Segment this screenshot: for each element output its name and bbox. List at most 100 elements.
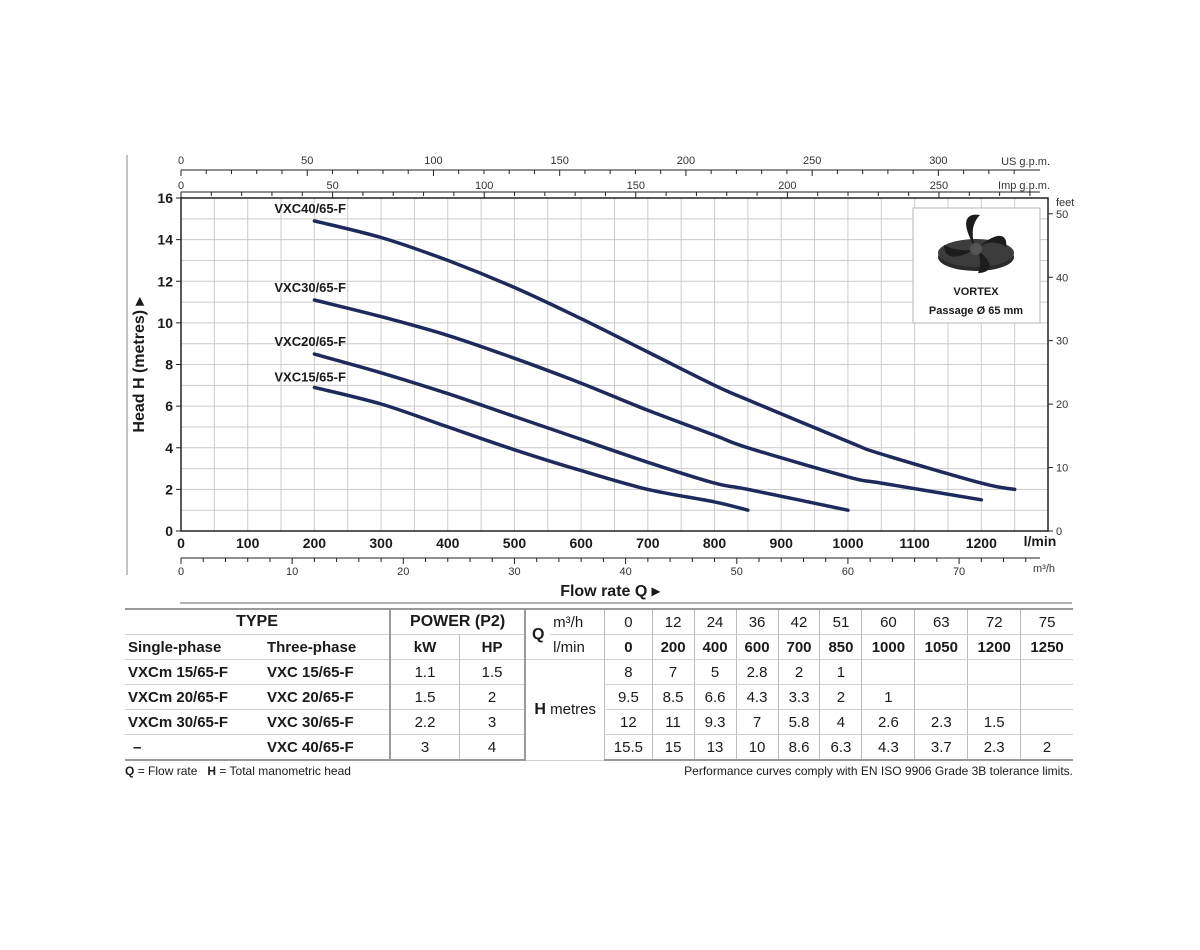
right-tick-label: 10 — [1056, 463, 1068, 475]
q-m3h-cell: 75 — [1020, 608, 1073, 635]
m3h-tick-label: 30 — [508, 566, 520, 578]
us-gpm-tick-label: 250 — [803, 155, 821, 167]
x-tick-label: 400 — [436, 535, 460, 551]
y-tick-label: 16 — [157, 190, 173, 206]
head-cell: 7 — [735, 709, 779, 735]
impeller-inset: VORTEX Passage Ø 65 mm — [912, 207, 1041, 324]
head-cell: 1.5 — [967, 709, 1021, 735]
m3h-tick-label: 10 — [286, 566, 298, 578]
head-cell: 6.3 — [819, 734, 862, 761]
imp-gpm-tick-label: 100 — [475, 180, 493, 192]
head-cell: 12 — [604, 709, 653, 735]
x-tick-label: 900 — [770, 535, 794, 551]
footnote-compliance: Performance curves comply with EN ISO 99… — [684, 764, 1073, 778]
q-m3h-label: m³/h — [550, 608, 605, 635]
x-unit-label: l/min — [1024, 533, 1057, 549]
head-cell: 2 — [819, 684, 862, 710]
head-cell — [1020, 659, 1073, 685]
x-tick-label: 800 — [703, 535, 727, 551]
x-tick-label: 600 — [569, 535, 593, 551]
chart-curves — [312, 219, 1017, 512]
right-tick-label: 20 — [1056, 399, 1068, 411]
head-cell: 10 — [735, 734, 779, 761]
table-header-row-2: Single-phase Three-phase kW HP l/min 0 2… — [125, 634, 1073, 660]
chart-labels: VXC40/65-F VXC30/65-F VXC20/65-F VXC15/65-F — [274, 201, 346, 384]
table-row: VXCm 15/65-F VXC 15/65-F 1.1 1.5 H metre… — [125, 659, 1073, 761]
inset-title: VORTEX — [953, 286, 999, 298]
m3h-tick-label: 50 — [731, 566, 743, 578]
single-phase-model: VXCm 30/65-F — [125, 709, 264, 735]
x-axis-title: Flow rate Q ▸ — [560, 583, 661, 600]
q-lmin-cell: 0 — [604, 634, 653, 660]
head-cell: 8.5 — [651, 684, 695, 710]
x-tick-label: 1100 — [899, 535, 930, 551]
x-tick-label: 300 — [369, 535, 393, 551]
head-cell: 3.3 — [777, 684, 820, 710]
kw-value: 2.2 — [389, 709, 460, 735]
q-m3h-cell: 0 — [604, 608, 653, 635]
head-cell — [914, 684, 968, 710]
curve-vxc40-65-f — [312, 219, 1017, 492]
head-cell — [861, 659, 915, 685]
hp-value: 4 — [458, 734, 526, 761]
q-m3h-cell: 42 — [777, 608, 820, 635]
three-phase-model: VXC 20/65-F — [263, 684, 391, 710]
three-phase-model: VXC 15/65-F — [263, 659, 391, 685]
q-lmin-cell: 700 — [777, 634, 820, 660]
us-gpm-tick-label: 200 — [677, 155, 695, 167]
m3h-tick-label: 0 — [178, 566, 184, 578]
y-tick-label: 8 — [165, 357, 173, 373]
head-cell: 11 — [651, 709, 695, 735]
head-cell: 3.7 — [914, 734, 968, 761]
y-tick-label: 4 — [165, 440, 173, 456]
head-cell: 1 — [819, 659, 862, 685]
curve-vxc20-65-f — [312, 352, 850, 512]
head-cell: 2 — [1020, 734, 1073, 761]
head-cell: 9.5 — [604, 684, 653, 710]
y-tick-label: 0 — [165, 523, 173, 539]
hp-value: 3 — [458, 709, 526, 735]
q-lmin-cell: 850 — [819, 634, 862, 660]
imp-gpm-tick-label: 50 — [326, 180, 338, 192]
footnote-legend: Q = Flow rate H = Total manometric head — [125, 764, 351, 778]
head-cell: 15.5 — [604, 734, 653, 761]
m3h-tick-label: 70 — [953, 566, 965, 578]
kw-value: 1.5 — [389, 684, 460, 710]
q-symbol: Q — [524, 608, 551, 660]
h-metres-label: H metres — [524, 659, 605, 761]
x-tick-label: 1000 — [832, 535, 863, 551]
table-header-row-1: TYPE POWER (P2) Q m³/h 0 12 24 36 42 51 … — [125, 608, 1073, 660]
table-row: VXCm 20/65-F VXC 20/65-F 1.5 2 9.5 8.5 6… — [125, 684, 1073, 710]
q-lmin-cell: 600 — [735, 634, 779, 660]
performance-chart: 0 2 4 6 8 10 12 14 16 Head H (metres) ▸ 0 10 20 30 40 5… — [126, 155, 1074, 604]
head-cell: 2 — [777, 659, 820, 685]
q-m3h-cell: 24 — [693, 608, 737, 635]
right-tick-label: 50 — [1056, 209, 1068, 221]
us-gpm-unit: US g.p.m. — [1001, 156, 1050, 168]
head-cell: 8 — [604, 659, 653, 685]
head-cell — [967, 659, 1021, 685]
kw-header: kW — [389, 634, 460, 660]
x-tick-label: 0 — [177, 535, 185, 551]
q-lmin-cell: 1200 — [967, 634, 1021, 660]
y-tick-label: 14 — [157, 232, 173, 248]
kw-value: 3 — [389, 734, 460, 761]
three-phase-header: Three-phase — [263, 634, 391, 660]
hp-header: HP — [458, 634, 526, 660]
imp-gpm-tick-label: 150 — [627, 180, 645, 192]
y-tick-label: 6 — [165, 398, 173, 414]
x-tick-label: 200 — [303, 535, 327, 551]
curve-label-vxc20-65-f: VXC20/65-F — [274, 334, 346, 349]
m3h-tick-label: 40 — [619, 566, 631, 578]
three-phase-model: VXC 40/65-F — [263, 734, 391, 761]
single-phase-model: VXCm 20/65-F — [125, 684, 264, 710]
head-cell: 6.6 — [693, 684, 737, 710]
q-lmin-cell: 200 — [651, 634, 695, 660]
q-m3h-cell: 63 — [914, 608, 968, 635]
imp-gpm-tick-label: 200 — [778, 180, 796, 192]
imp-gpm-tick-label: 0 — [178, 180, 184, 192]
head-cell: 2.3 — [967, 734, 1021, 761]
type-header: TYPE — [125, 608, 391, 635]
head-cell — [967, 684, 1021, 710]
right-tick-label: 30 — [1056, 336, 1068, 348]
